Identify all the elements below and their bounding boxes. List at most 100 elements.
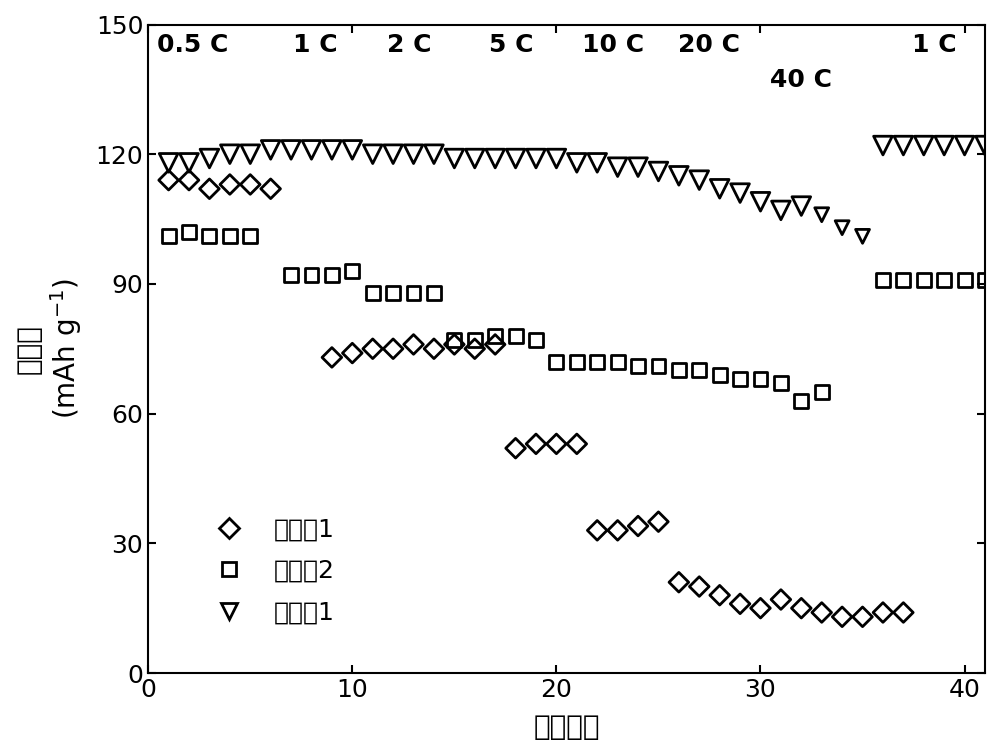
Point: [855, 231, 871, 243]
Text: 10 C: 10 C: [582, 33, 645, 57]
对比例1: [752, 602, 768, 614]
对比例1: [344, 347, 360, 359]
对比例2: [344, 265, 360, 277]
对比例2: [650, 360, 666, 372]
对比例2: [630, 360, 646, 372]
对比例2: [181, 226, 197, 238]
对比例2: [569, 355, 585, 367]
实施例1: [957, 140, 973, 152]
实施例1: [875, 140, 891, 152]
对比例2: [957, 274, 973, 286]
对比例2: [814, 386, 830, 398]
对比例1: [487, 339, 503, 351]
对比例2: [793, 395, 809, 407]
对比例1: [548, 438, 564, 450]
实施例1: [936, 140, 952, 152]
实施例1: [161, 156, 177, 169]
对比例2: [242, 231, 258, 243]
实施例1: [201, 153, 217, 165]
对比例1: [161, 174, 177, 186]
实施例1: [283, 144, 299, 156]
对比例2: [773, 377, 789, 389]
对比例2: [528, 334, 544, 346]
对比例2: [671, 364, 687, 376]
对比例1: [406, 339, 422, 351]
实施例1: [508, 153, 524, 165]
实施例1: [895, 140, 911, 152]
对比例1: [589, 525, 605, 537]
对比例2: [446, 334, 462, 346]
对比例2: [610, 355, 626, 367]
对比例1: [181, 174, 197, 186]
实施例1: [650, 166, 666, 178]
实施例1: [691, 174, 707, 186]
对比例2: [732, 373, 748, 385]
对比例2: [916, 274, 932, 286]
对比例2: [589, 355, 605, 367]
实施例1: [263, 144, 279, 156]
对比例1: [732, 598, 748, 610]
实施例1: [303, 144, 319, 156]
对比例1: [610, 525, 626, 537]
对比例2: [712, 369, 728, 381]
实施例1: [671, 170, 687, 182]
实施例1: [222, 148, 238, 160]
对比例1: [569, 438, 585, 450]
对比例1: [426, 342, 442, 355]
Text: 20 C: 20 C: [678, 33, 740, 57]
Y-axis label: 比容量
(mAh g$^{-1}$): 比容量 (mAh g$^{-1}$): [15, 278, 84, 420]
实施例1: [712, 183, 728, 195]
对比例2: [508, 330, 524, 342]
实施例1: [426, 148, 442, 160]
对比例1: [528, 438, 544, 450]
对比例2: [875, 274, 891, 286]
实施例1: [630, 161, 646, 173]
对比例1: [446, 339, 462, 351]
对比例2: [161, 231, 177, 243]
实施例1: [773, 204, 789, 216]
对比例1: [895, 606, 911, 618]
对比例2: [222, 231, 238, 243]
对比例2: [365, 287, 381, 299]
对比例1: [814, 606, 830, 618]
实施例1: [528, 153, 544, 165]
Text: 2 C: 2 C: [387, 33, 432, 57]
实施例1: [589, 156, 605, 169]
对比例1: [242, 178, 258, 191]
对比例1: [263, 183, 279, 195]
对比例1: [385, 342, 401, 355]
对比例2: [548, 355, 564, 367]
实施例1: [916, 140, 932, 152]
对比例1: [508, 442, 524, 454]
对比例2: [752, 373, 768, 385]
实施例1: [752, 196, 768, 208]
对比例2: [426, 287, 442, 299]
对比例1: [650, 516, 666, 528]
对比例1: [691, 581, 707, 593]
对比例1: [222, 178, 238, 191]
实施例1: [344, 144, 360, 156]
对比例2: [385, 287, 401, 299]
对比例1: [793, 602, 809, 614]
Text: 5 C: 5 C: [489, 33, 534, 57]
对比例1: [671, 576, 687, 588]
实施例1: [569, 156, 585, 169]
Text: 0.5 C: 0.5 C: [157, 33, 229, 57]
对比例1: [855, 611, 871, 623]
对比例1: [875, 606, 891, 618]
实施例1: [793, 200, 809, 212]
实施例1: [977, 140, 993, 152]
实施例1: [446, 153, 462, 165]
实施例1: [487, 153, 503, 165]
实施例1: [732, 187, 748, 199]
实施例1: [242, 148, 258, 160]
实施例1: [324, 144, 340, 156]
对比例2: [977, 274, 993, 286]
对比例2: [303, 269, 319, 281]
对比例2: [895, 274, 911, 286]
对比例2: [467, 334, 483, 346]
对比例2: [691, 364, 707, 376]
实施例1: [181, 156, 197, 169]
Legend: 对比例1, 对比例2, 实施例1: 对比例1, 对比例2, 实施例1: [194, 507, 345, 634]
Point: [834, 222, 850, 234]
